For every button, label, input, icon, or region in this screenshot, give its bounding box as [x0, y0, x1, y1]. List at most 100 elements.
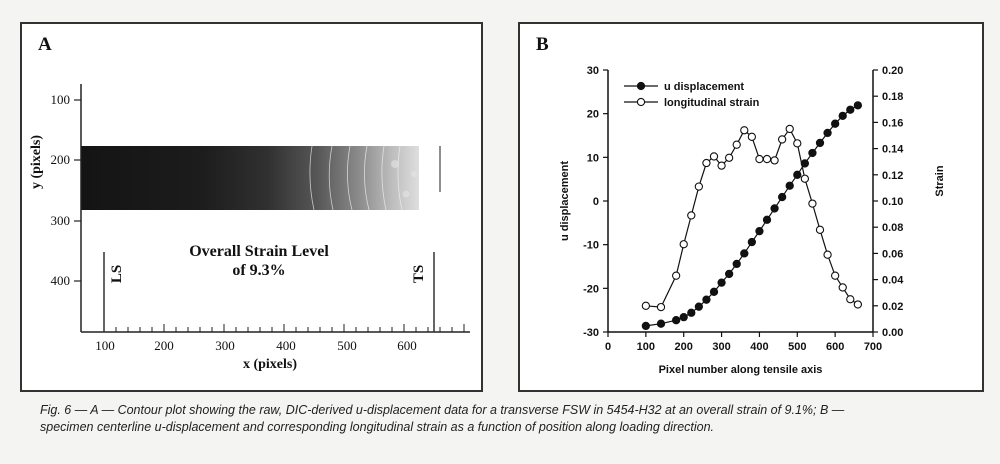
panel-b-line-chart: B -30 -20 -10 0 10 20 30 0.00 0.02 0.04 0.06 0.08 0.…	[518, 22, 984, 392]
strain-point	[702, 158, 711, 168]
u-displacement-point	[808, 148, 817, 158]
u-displacement-point	[830, 119, 840, 128]
left-y-tick-label: 10	[587, 152, 599, 164]
x-tick-label: 100	[95, 338, 115, 353]
right-y-tick-label: 0.10	[882, 196, 903, 208]
strain-annotation-line1: Overall Strain Level	[189, 243, 329, 260]
legend-marker	[636, 97, 646, 107]
right-y-tick-label: 0.12	[882, 170, 903, 182]
strain-point	[755, 154, 764, 164]
u-displacement-point	[740, 249, 749, 258]
x-tick-label: 300	[215, 338, 235, 353]
line-chart: -30 -20 -10 0 10 20 30 0.00 0.02 0.04 0.06 0.08 0.10…	[559, 65, 946, 376]
x-tick-label: 400	[750, 341, 768, 353]
u-displacement-point	[785, 181, 794, 190]
x-tick-label: 600	[397, 338, 417, 353]
y-tick-label: 200	[51, 152, 71, 167]
strain-point	[846, 295, 855, 304]
u-displacement-point	[762, 215, 772, 224]
x-tick-label: 500	[337, 338, 357, 353]
u-displacement-point	[838, 111, 847, 120]
strain-annotation-line2: of 9.3%	[232, 262, 285, 279]
ls-label: LS	[109, 265, 125, 283]
u-displacement-point	[687, 308, 696, 317]
u-displacement-point	[709, 287, 719, 296]
strain-point	[800, 174, 810, 183]
strain-point	[770, 156, 779, 165]
strain-point	[808, 199, 817, 208]
strain-point	[717, 161, 726, 170]
u-displacement-point	[793, 170, 802, 179]
right-y-tick-label: 0.16	[882, 117, 903, 129]
right-y-tick-label: 0.14	[882, 144, 904, 156]
u-displacement-point	[853, 101, 863, 110]
panel-a-contour-plot: A	[20, 22, 483, 392]
strain-point	[830, 271, 840, 280]
caption-line-1: Fig. 6 — A — Contour plot showing the ra…	[40, 403, 845, 417]
u-displacement-point	[777, 192, 787, 202]
u-displacement-point	[694, 302, 704, 311]
figure-caption: Fig. 6 — A — Contour plot showing the ra…	[40, 402, 970, 436]
u-displacement-point	[755, 226, 764, 236]
right-y-tick-label: 0.04	[882, 275, 904, 287]
u-displacement-point	[732, 259, 741, 269]
x-tick-label: 500	[788, 341, 806, 353]
u-displacement-point	[717, 278, 726, 287]
u-displacement-point	[671, 316, 681, 325]
u-displacement-point	[724, 269, 734, 279]
ts-label: TS	[411, 265, 427, 283]
strain-point	[853, 300, 863, 309]
legend-label: longitudinal strain	[664, 97, 760, 109]
left-y-tick-label: -30	[583, 327, 599, 339]
strain-point	[793, 139, 802, 148]
contour-plot: 100 200 300 400 y (pixels) 100 200 300 4…	[29, 84, 470, 372]
u-displacement-point	[656, 319, 666, 328]
strain-point	[732, 140, 741, 149]
u-displacement-point	[770, 204, 779, 213]
strain-point	[740, 126, 749, 135]
right-y-tick-label: 0.06	[882, 248, 903, 260]
strain-point	[815, 225, 825, 234]
strain-point	[762, 154, 772, 164]
x-tick-label: 0	[605, 341, 611, 353]
caption-line-2: specimen centerline u-displacement and c…	[40, 420, 715, 434]
u-displacement-point	[747, 237, 757, 247]
strain-point	[838, 283, 847, 292]
right-y-tick-label: 0.00	[882, 327, 903, 339]
y-tick-label: 400	[51, 273, 71, 288]
left-y-tick-label: 20	[587, 109, 599, 121]
x-tick-label: 700	[864, 341, 882, 353]
u-displacement-point	[679, 313, 688, 322]
strain-point	[724, 153, 734, 162]
u-displacement-point	[815, 138, 825, 148]
y-axis-title: y (pixels)	[29, 135, 44, 189]
y-tick-label: 300	[51, 213, 71, 228]
left-y-tick-label: -20	[583, 283, 599, 295]
strain-point	[785, 124, 794, 134]
right-y-tick-label: 0.02	[882, 301, 903, 313]
right-y-tick-label: 0.20	[882, 65, 903, 77]
u-displacement-point	[641, 321, 651, 331]
x-tick-label: 400	[276, 338, 296, 353]
strain-point	[687, 211, 696, 220]
right-y-tick-label: 0.18	[882, 91, 903, 103]
y-tick-label: 100	[51, 92, 71, 107]
x-axis-title: Pixel number along tensile axis	[659, 364, 823, 376]
u-displacement-point	[823, 128, 832, 138]
x-tick-label: 300	[712, 341, 730, 353]
right-y-tick-label: 0.08	[882, 222, 903, 234]
strain-point	[747, 132, 757, 141]
contour-lines	[309, 145, 403, 211]
x-axis-title: x (pixels)	[243, 357, 297, 372]
strain-point	[656, 302, 666, 312]
panel-a-label: A	[38, 34, 52, 55]
x-tick-label: 200	[154, 338, 174, 353]
panel-b-label: B	[536, 34, 549, 55]
x-tick-label: 600	[826, 341, 844, 353]
strain-point	[777, 135, 787, 144]
strain-point	[641, 301, 651, 310]
strain-point	[823, 250, 832, 259]
x-tick-label: 200	[675, 341, 693, 353]
legend-label: u displacement	[664, 81, 744, 93]
contour-field	[81, 146, 419, 210]
